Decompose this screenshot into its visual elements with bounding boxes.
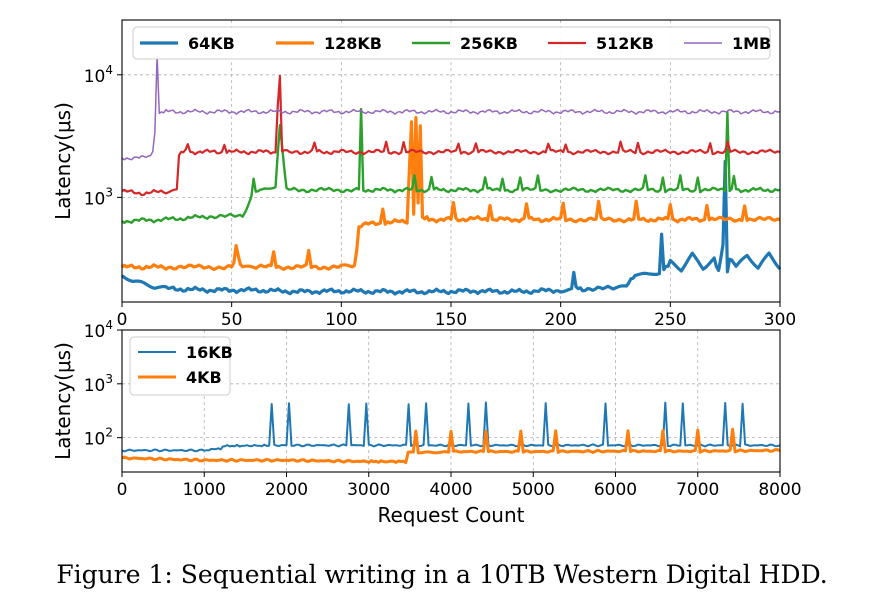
figure-caption: Figure 1: Sequential writing in a 10TB W… [56, 560, 828, 589]
bottom-x-tick-label: 5000 [512, 480, 555, 500]
top-x-tick-label: 0 [117, 310, 128, 330]
bottom-chart-y-axis-label: Latency(μs) [51, 342, 75, 460]
top-y-tick-label: 103 [84, 185, 113, 209]
top-legend-label: 256KB [460, 34, 518, 53]
top-series-64kb-line [121, 159, 782, 296]
top-legend-label: 128KB [324, 34, 382, 53]
bottom-x-tick-label: 6000 [594, 480, 637, 500]
bottom-x-tick-label: 3000 [347, 480, 390, 500]
bottom-chart-legend: 16KB 4KB [129, 336, 233, 396]
top-y-tick-label: 104 [84, 63, 113, 87]
bottom-chart-series [121, 401, 781, 464]
bottom-chart-ticks: 0 1000 2000 3000 4000 5000 6000 7000 8000 102 103 1… [84, 318, 802, 500]
bottom-chart-panel: 0 1000 2000 3000 4000 5000 6000 7000 8000 102 103 1… [51, 318, 802, 527]
top-x-tick-label: 200 [544, 310, 576, 330]
top-legend-label: 1MB [732, 34, 771, 53]
bottom-legend-label: 16KB [186, 343, 233, 362]
top-series-128kb-line [121, 115, 781, 272]
bottom-x-tick-label: 4000 [429, 480, 472, 500]
bottom-x-tick-label: 1000 [183, 480, 226, 500]
bottom-x-tick-label: 7000 [676, 480, 719, 500]
top-series-256kb-line [121, 107, 781, 225]
top-x-tick-label: 150 [435, 310, 467, 330]
top-x-tick-label: 300 [764, 310, 796, 330]
top-legend-label: 64KB [188, 34, 235, 53]
top-chart-panel: 0 50 100 150 200 250 300 103 104 Latency(μs) 64K… [51, 19, 797, 330]
bottom-x-tick-label: 0 [117, 480, 128, 500]
top-x-tick-label: 250 [654, 310, 686, 330]
bottom-x-tick-label: 2000 [265, 480, 308, 500]
figure: 0 50 100 150 200 250 300 103 104 Latency(μs) 64K… [51, 19, 802, 527]
top-series-1mb-line [121, 54, 781, 161]
bottom-y-tick-label: 103 [84, 372, 113, 396]
top-x-tick-label: 100 [325, 310, 357, 330]
top-chart-legend: 64KB 128KB 256KB 512KB 1MB [132, 26, 771, 60]
top-x-tick-label: 50 [221, 310, 243, 330]
bottom-y-tick-label: 104 [84, 318, 113, 342]
top-series-512kb-line [121, 74, 781, 197]
bottom-legend-label: 4KB [186, 368, 222, 387]
bottom-x-tick-label: 8000 [758, 480, 801, 500]
bottom-series-4kb-line [121, 427, 781, 464]
bottom-chart-x-axis-label: Request Count [378, 503, 525, 527]
top-legend-box [132, 26, 771, 60]
top-chart-grid [121, 20, 781, 302]
top-chart-y-axis-label: Latency(μs) [51, 102, 75, 220]
top-legend-label: 512KB [596, 34, 654, 53]
bottom-y-tick-label: 102 [84, 426, 113, 450]
top-chart-ticks: 0 50 100 150 200 250 300 103 104 [84, 63, 797, 330]
top-chart-series [121, 54, 782, 296]
